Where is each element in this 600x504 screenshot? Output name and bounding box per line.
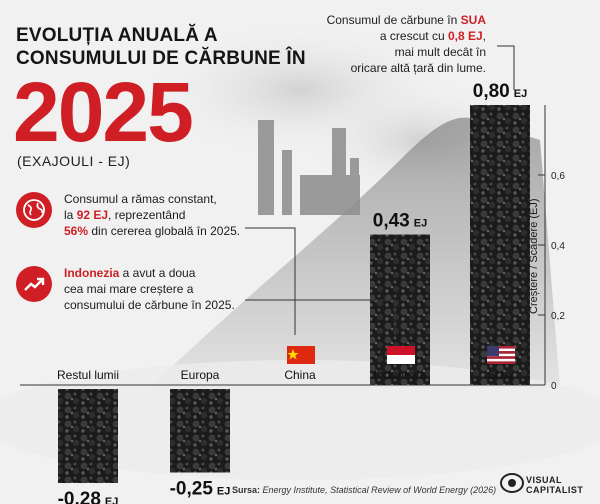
chart-title: EVOLUȚIA ANUALĂ A CONSUMULUI DE CĂRBUNE … [16, 25, 306, 69]
y-tick-label: 0,6 [551, 171, 565, 182]
globe-icon [16, 192, 52, 228]
logo-text: VISUAL CAPITALIST [526, 475, 584, 495]
y-tick-label: 0 [551, 381, 557, 392]
category-label: Europa [181, 368, 220, 382]
y-axis-label: Creștere / Scădere (EJ) [528, 198, 540, 314]
value-label: 0,80 EJ [473, 81, 527, 102]
china-flag-icon [287, 346, 315, 364]
coal-pile [150, 117, 560, 389]
category-label: SUA [488, 368, 513, 382]
usa-leader-line [497, 45, 515, 90]
china-leader-line [245, 227, 296, 335]
usa-note: Consumul de cărbune în SUA a crescut cu … [326, 13, 486, 75]
y-tick-label: 0,4 [551, 241, 565, 252]
source-note: Sursa: Energy Institute, Statistical Rev… [232, 485, 497, 495]
y-tick-label: 0,2 [551, 311, 565, 322]
category-label: Indonezia [374, 368, 426, 382]
value-label: -0,28 EJ [58, 489, 119, 504]
bar-sua [470, 105, 530, 385]
china-note: Consumul a rămas constant, la 92 EJ, rep… [64, 192, 241, 238]
usa-flag-icon [487, 346, 515, 364]
unit-label: (EXAJOULI - EJ) [17, 153, 131, 169]
visual-capitalist-logo-icon [500, 473, 524, 493]
value-label: 0,43 EJ [373, 211, 427, 232]
trend-up-icon [16, 266, 52, 302]
bar-europa [170, 389, 230, 473]
indonesia-note: Indonezia a avut a doua cea mai mare cre… [64, 266, 235, 312]
value-label: -0,25 EJ [170, 479, 231, 500]
category-label: Restul lumii [57, 368, 119, 382]
bar-restul-lumii [58, 389, 118, 483]
category-label: China [284, 368, 316, 382]
title-year: 2025 [13, 65, 194, 159]
indonesia-leader-line [245, 299, 396, 335]
indonesia-flag-icon [387, 346, 415, 364]
